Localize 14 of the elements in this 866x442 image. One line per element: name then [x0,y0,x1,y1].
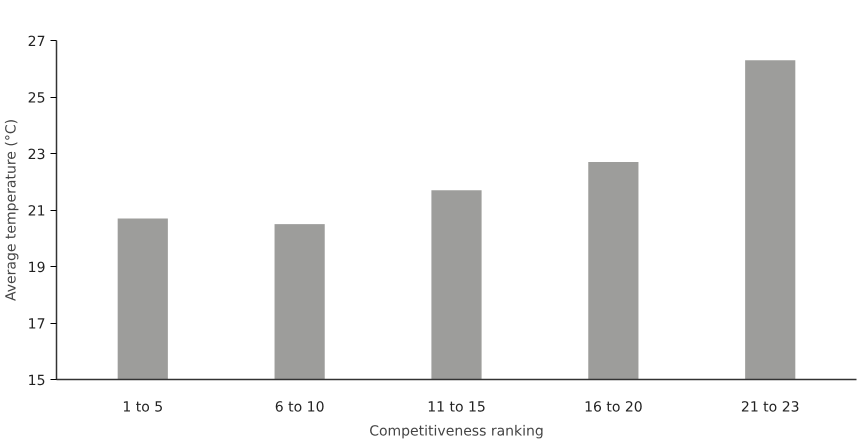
y-tick-label: 25 [28,90,46,106]
x-axis-title: Competitiveness ranking [369,424,544,440]
y-tick-label: 27 [28,34,46,50]
x-tick-label: 1 to 5 [122,400,164,416]
y-tick-label: 19 [28,260,46,276]
y-axis-title: Average temperature (°C) [4,118,20,302]
y-tick-label: 21 [28,204,46,220]
x-tick-label: 6 to 10 [274,400,324,416]
x-tick-label: 21 to 23 [740,400,800,416]
y-tick-label: 17 [28,316,46,332]
x-tick-label: 16 to 20 [584,400,643,416]
x-tick-label: 11 to 15 [427,400,486,416]
y-tick-label: 23 [28,147,46,163]
y-tick-label: 15 [28,373,46,389]
